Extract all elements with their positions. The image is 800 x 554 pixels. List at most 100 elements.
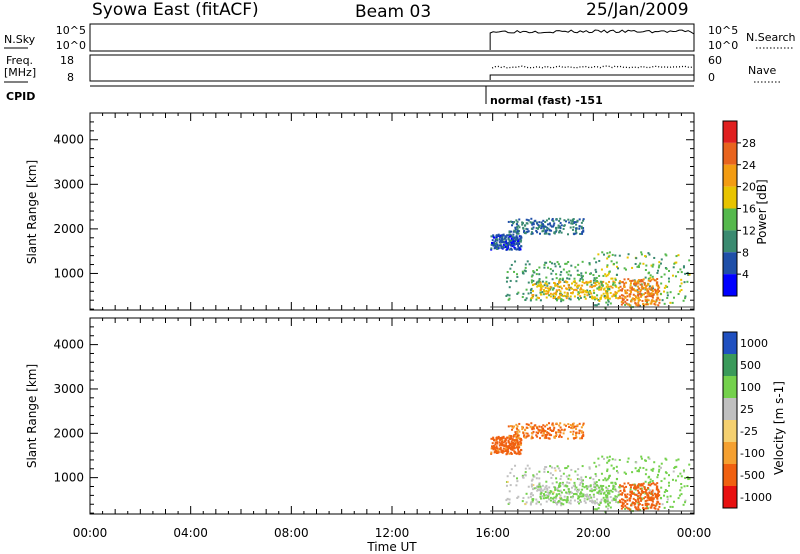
echo-cell <box>554 230 557 233</box>
echo-cell <box>548 433 551 436</box>
echo-cell <box>563 219 566 222</box>
echo-cell <box>589 296 592 299</box>
echo-cell <box>558 288 561 291</box>
echo-cell <box>586 495 589 498</box>
echo-cell <box>584 501 587 504</box>
echo-cell <box>672 266 675 269</box>
echo-cell <box>549 268 552 271</box>
echo-cell <box>579 499 582 502</box>
echo-cell <box>588 466 591 469</box>
echo-cell <box>637 266 640 269</box>
echo-cell <box>623 278 626 281</box>
echo-cell <box>625 291 628 294</box>
echo-cell <box>495 450 498 453</box>
echo-cell <box>606 274 609 277</box>
echo-cell <box>658 290 661 293</box>
echo-cell <box>646 301 649 304</box>
echo-cell <box>547 217 550 220</box>
echo-cell <box>636 265 639 268</box>
echo-cell <box>588 281 591 284</box>
echo-cell <box>499 234 502 237</box>
colorbar-swatch <box>723 164 737 187</box>
echo-cell <box>567 465 570 468</box>
echo-cell <box>621 503 624 506</box>
echo-cell <box>639 494 642 497</box>
echo-cell <box>658 468 661 471</box>
echo-cell <box>626 460 629 463</box>
echo-cell <box>552 499 555 502</box>
echo-cell <box>651 494 654 497</box>
echo-cell <box>543 429 546 432</box>
echo-cell <box>629 287 632 290</box>
echo-cell <box>492 437 495 440</box>
echo-cell <box>564 484 567 487</box>
echo-cell <box>504 243 507 246</box>
echo-cell <box>542 497 545 500</box>
echo-cell <box>628 508 631 511</box>
echo-cell <box>492 444 495 447</box>
echo-cell <box>538 470 541 473</box>
echo-cell <box>642 286 645 289</box>
echo-cell <box>570 426 573 429</box>
echo-cell <box>650 468 653 471</box>
echo-cell <box>608 280 611 283</box>
echo-cell <box>562 268 565 271</box>
echo-cell <box>497 234 500 237</box>
echo-cell <box>530 435 533 438</box>
echo-cell <box>563 485 566 488</box>
echo-cell <box>634 302 637 305</box>
echo-cell <box>631 297 634 300</box>
echo-cell <box>568 474 571 477</box>
echo-cell <box>510 445 513 448</box>
echo-cell <box>506 497 509 500</box>
echo-cell <box>526 432 529 435</box>
echo-cell <box>579 291 582 294</box>
echo-cell <box>565 295 568 298</box>
echo-cell <box>569 430 572 433</box>
echo-cell <box>539 437 542 440</box>
echo-cell <box>615 500 618 503</box>
echo-cell <box>597 298 600 301</box>
echo-cell <box>549 429 552 432</box>
echo-cell <box>671 274 674 277</box>
echo-cell <box>515 446 518 449</box>
echo-cell <box>602 274 605 277</box>
echo-cell <box>557 285 560 288</box>
echo-cell <box>501 451 504 454</box>
echo-cell <box>592 478 595 481</box>
echo-cell <box>680 288 683 291</box>
echo-cell <box>538 221 541 224</box>
echo-cell <box>524 467 527 470</box>
echo-cell <box>596 491 599 494</box>
echo-cell <box>638 287 641 290</box>
echo-cell <box>554 488 557 491</box>
echo-cell <box>522 292 525 295</box>
echo-cell <box>652 300 655 303</box>
echo-cell <box>552 486 555 489</box>
echo-cell <box>632 497 635 500</box>
echo-cell <box>537 297 540 300</box>
echo-cell <box>644 295 647 298</box>
echo-cell <box>518 226 521 229</box>
echo-cell <box>519 248 522 251</box>
echo-cell <box>592 296 595 299</box>
echo-cell <box>554 282 557 285</box>
echo-cell <box>645 488 648 491</box>
echo-cell <box>598 274 601 277</box>
echo-cell <box>584 271 587 274</box>
echo-cell <box>543 290 546 293</box>
echo-cell <box>521 500 524 503</box>
echo-cell <box>555 494 558 497</box>
echo-cell <box>516 273 519 276</box>
echo-cell <box>604 273 607 276</box>
echo-cell <box>608 485 611 488</box>
echo-cell <box>641 287 644 290</box>
echo-cell <box>664 253 667 256</box>
echo-cell <box>659 496 662 499</box>
echo-cell <box>551 423 554 426</box>
power-colorbar-tick: 24 <box>742 159 756 172</box>
colorbar-swatch <box>723 208 737 231</box>
power-echoes <box>490 217 691 309</box>
echo-cell <box>538 273 541 276</box>
echo-cell <box>589 280 592 283</box>
